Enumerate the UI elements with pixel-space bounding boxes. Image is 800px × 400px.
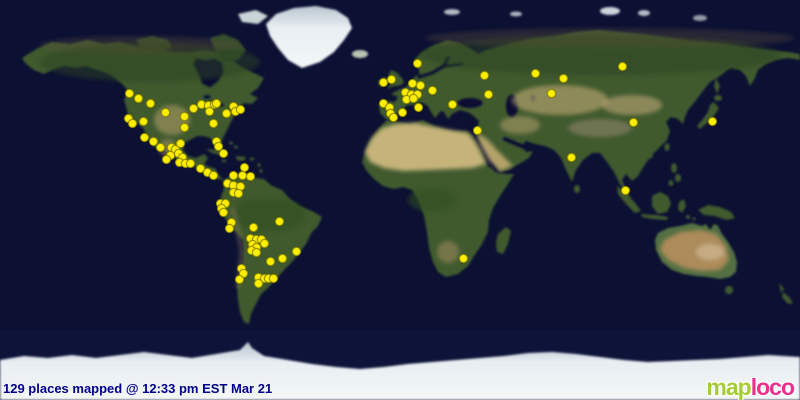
maploco-logo[interactable]: maploco <box>706 374 795 400</box>
logo-loco-text: loco <box>750 374 795 400</box>
places-mapped-caption: 129 places mapped @ 12:33 pm EST Mar 21 <box>3 381 273 396</box>
logo-map-text: map <box>706 374 751 400</box>
